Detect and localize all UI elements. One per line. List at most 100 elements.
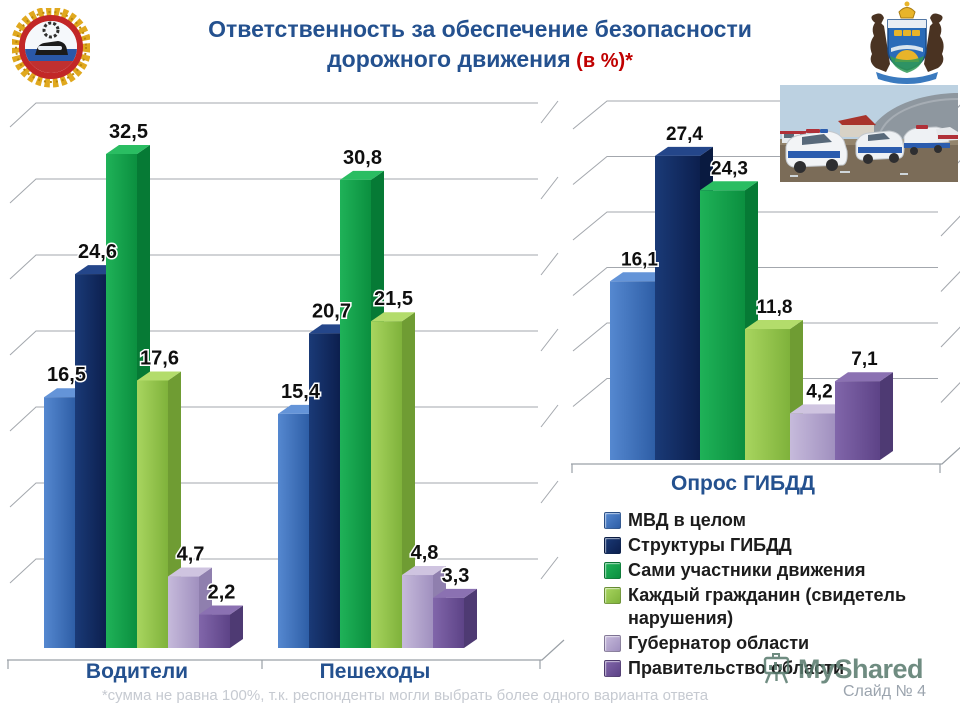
bar-value-label: 4,8 — [411, 542, 439, 564]
legend-item-label: МВД в целом — [628, 510, 746, 530]
bar-Структуры ГИБДД — [655, 155, 700, 461]
myshared-watermark: MyShared — [762, 653, 924, 685]
bar-top-face — [402, 566, 446, 576]
bar-value-label: 3,3 — [442, 565, 470, 587]
bar-top-face — [137, 371, 181, 381]
legend-color-marker — [604, 512, 621, 529]
bar-value-label: 15,4 — [281, 381, 321, 403]
bar-Правительство области — [199, 614, 230, 648]
category-label-pedestrians: Пешеходы — [319, 660, 431, 683]
bar-top-face — [610, 272, 668, 282]
bar-Сами участники движения — [700, 190, 745, 460]
bar-value-label: 17,6 — [140, 347, 179, 369]
gridline-side-tick — [940, 271, 960, 292]
bar-chart-gibdd-survey: 16,1 27,4 24,3 11,8 4,2 7,1 — [570, 88, 960, 478]
bar-Каждый гражданин (свидетель нарушения) — [371, 321, 402, 648]
legend-item-label: Сами участники движения — [628, 560, 866, 581]
legend-color-marker — [604, 537, 621, 555]
legend-item-label: Каждый гражданин (свидетель нарушения) — [628, 585, 907, 629]
chart-canvas-1: 16,1 27,4 24,3 11,8 4,2 7,1 — [571, 100, 960, 473]
gridline-side-tick — [540, 556, 559, 580]
bar-value-label: 27,4 — [666, 124, 703, 145]
legend-item-label: Структуры ГИБДД — [628, 535, 792, 556]
myshared-watermark-text: MyShared — [798, 653, 924, 684]
bar-МВД в целом — [278, 413, 309, 648]
legend-item: Структуры ГИБДД — [604, 533, 958, 558]
bar-Каждый гражданин (свидетель нарушения) — [745, 329, 790, 460]
legend-color-marker — [604, 562, 621, 580]
police-cars-photo — [780, 85, 959, 187]
bar-value-label: 2,2 — [208, 582, 236, 604]
bar-top-face — [199, 605, 243, 615]
bar-МВД в целом — [44, 397, 75, 648]
chart-canvas-0: 16,5 24,6 32,5 17,6 4,72,2 15,4 20,7 30,8 21,5 4,… — [7, 100, 565, 669]
gridline — [9, 102, 538, 128]
bar-top-face — [106, 145, 150, 154]
legend-color-marker — [604, 660, 621, 678]
gridline — [572, 267, 938, 296]
bar-value-label: 32,5 — [109, 121, 148, 143]
bar-Губернатор области — [790, 413, 835, 460]
bar-top-face — [168, 567, 212, 577]
tyumen-coat-of-arms-icon — [870, 1, 944, 84]
bar-chart-drivers-pedestrians: 16,5 24,6 32,5 17,6 4,7 2,2 15,4 20,7 30,8 21,5 4,… — [6, 90, 568, 678]
bar-side-face — [230, 605, 243, 648]
title-percent-suffix: (в %)* — [570, 50, 633, 73]
bar-top-face — [371, 312, 415, 322]
gridline — [572, 378, 938, 407]
bar-value-label: 7,1 — [851, 349, 878, 370]
myshared-easel-icon — [763, 653, 790, 684]
floor-edge — [7, 639, 565, 661]
gridline-side-tick — [540, 252, 559, 276]
chart-legend: МВД в целом Структуры ГИБДД Сами участники… — [604, 508, 958, 681]
bar-value-label: 20,7 — [312, 300, 351, 322]
slide-title-line2: дорожного движения (в %)* — [327, 46, 633, 73]
gridline — [572, 322, 938, 352]
legend-item: Губернатор области — [604, 631, 958, 656]
bar-value-label: 4,2 — [806, 381, 832, 402]
gridline-side-tick — [940, 382, 960, 403]
bar-Сами участники движения — [106, 154, 137, 648]
gibdd-emblem-logo — [10, 6, 92, 93]
legend-item: Правительство области — [604, 656, 958, 681]
slide-title-line1: Ответственность за обеспечение безопасно… — [208, 16, 752, 42]
bar-Структуры ГИБДД — [75, 274, 106, 648]
bar-top-face — [433, 588, 477, 598]
bar-value-label: 16,1 — [621, 249, 658, 270]
gridline — [572, 211, 938, 241]
chart2-title: Опрос ГИБДД — [671, 472, 815, 495]
bar-top-face — [745, 320, 803, 330]
bar-value-label: 4,7 — [177, 544, 205, 566]
tyumen-coat-of-arms-logo — [860, 0, 954, 93]
bar-Структуры ГИБДД — [309, 333, 340, 648]
gridline-side-tick — [540, 100, 559, 124]
legend-item: Сами участники движения — [604, 558, 958, 583]
bar-top-face — [700, 181, 758, 191]
gridline-side-tick — [540, 404, 559, 428]
legend-item-label: Губернатор области — [628, 633, 810, 654]
slide-title: Ответственность за обеспечение безопасно… — [130, 14, 830, 75]
bar-value-label: 16,5 — [47, 364, 86, 386]
slide-number: Слайд № 4 — [843, 683, 927, 700]
bar-value-label: 24,6 — [78, 241, 117, 263]
bar-value-label: 11,8 — [757, 297, 793, 318]
bar-Правительство области — [835, 381, 880, 460]
bar-value-label: 30,8 — [343, 147, 382, 169]
legend-color-marker — [604, 587, 621, 605]
bar-value-label: 21,5 — [374, 288, 413, 310]
bar-Губернатор области — [168, 576, 199, 648]
gridline-side-tick — [540, 328, 559, 352]
bar-top-face — [655, 146, 713, 156]
bar-top-face — [790, 404, 848, 414]
gridline — [9, 178, 538, 204]
gridline-side-tick — [940, 215, 960, 237]
category-label-drivers: Водители — [85, 660, 189, 683]
bar-top-face — [835, 372, 893, 382]
bar-МВД в целом — [610, 281, 655, 460]
legend-color-marker — [604, 635, 621, 653]
bar-value-label: 24,3 — [711, 158, 748, 179]
legend-item: МВД в целом — [604, 508, 958, 533]
police-cars-photo-image — [780, 85, 959, 182]
gridline-side-tick — [540, 480, 559, 504]
floor-edge — [571, 446, 960, 465]
